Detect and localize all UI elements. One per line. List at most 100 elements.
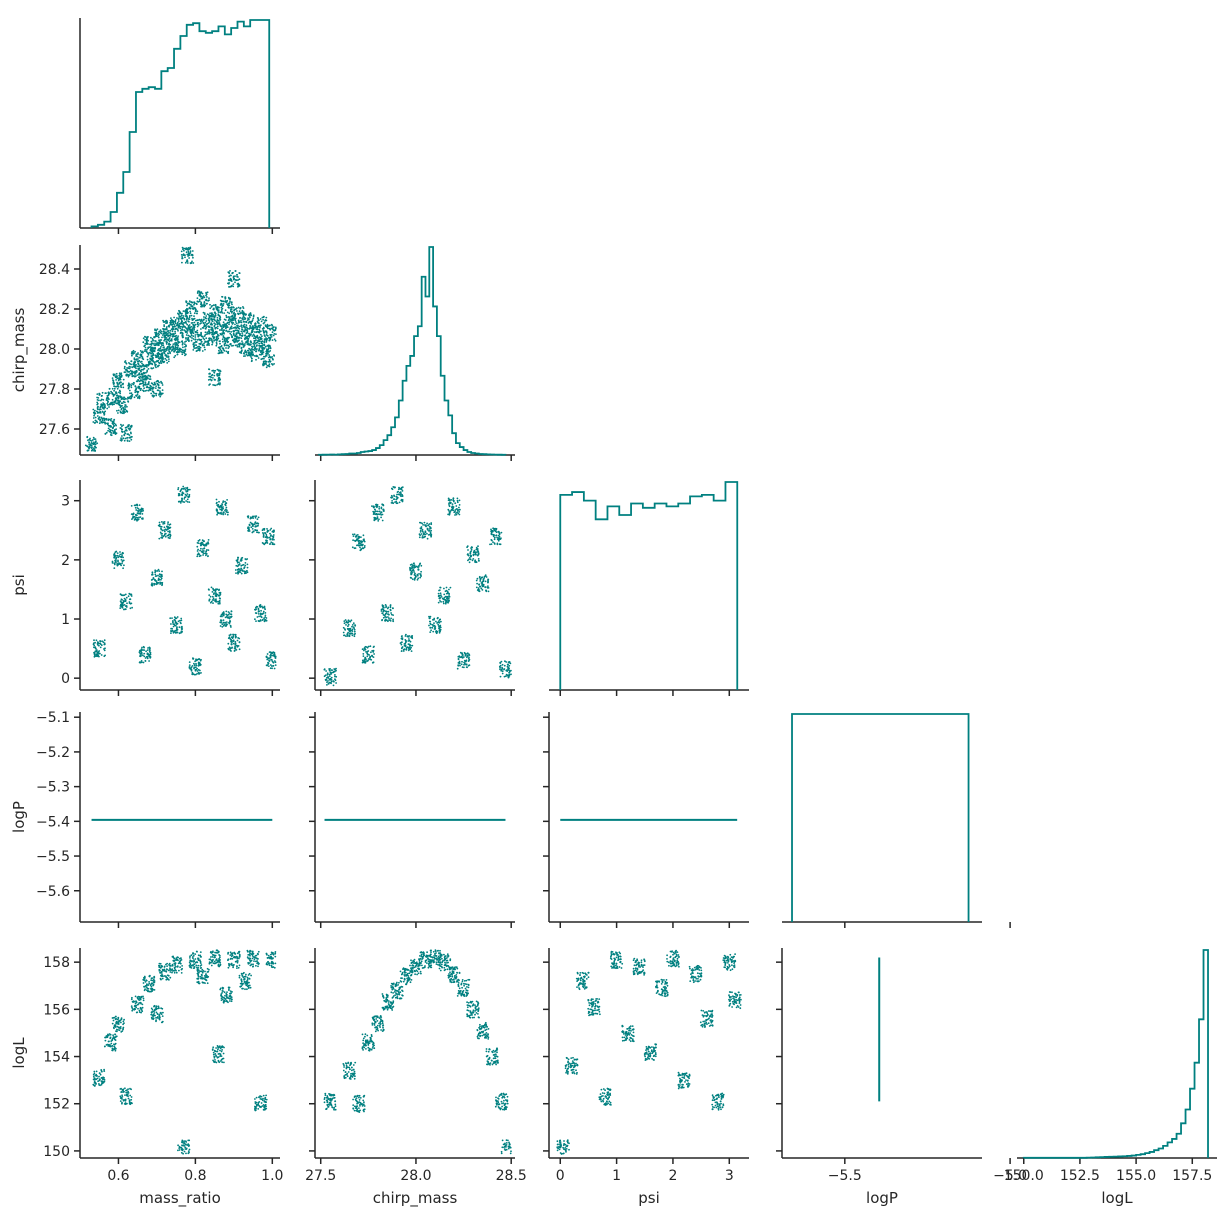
scatter-point [411, 571, 413, 574]
scatter-point [193, 302, 196, 305]
scatter-point [191, 328, 194, 330]
scatter-point [135, 380, 138, 383]
scatter-point [108, 388, 111, 390]
scatter-point [123, 439, 126, 442]
scatter-point [132, 515, 135, 518]
scatter-point [169, 530, 171, 533]
scatter-point [260, 349, 262, 352]
scatter-point [161, 358, 163, 361]
scatter-point [432, 625, 435, 627]
scatter-point [251, 328, 254, 330]
scatter-point [90, 440, 93, 442]
scatter-point [135, 369, 138, 372]
scatter-point [94, 409, 96, 412]
scatter-point [134, 365, 137, 368]
scatter-point [119, 373, 121, 376]
scatter-point [167, 349, 170, 351]
scatter-point [246, 569, 248, 572]
scatter-point [204, 543, 207, 546]
scatter-point [258, 353, 261, 356]
scatter-point [262, 362, 265, 364]
scatter-point [390, 502, 393, 504]
scatter-point [99, 408, 101, 410]
scatter-point [106, 422, 108, 425]
scatter-point [240, 334, 243, 337]
scatter-point [232, 334, 235, 336]
scatter-point [218, 378, 221, 381]
scatter-point [138, 516, 140, 519]
scatter-point [196, 297, 199, 300]
scatter-point [265, 332, 268, 334]
scatter-point [190, 666, 193, 668]
scatter-point [393, 498, 396, 500]
scatter-point [413, 579, 416, 581]
scatter-point [212, 314, 215, 316]
scatter-point [234, 642, 237, 645]
scatter-point [186, 262, 189, 264]
scatter-point [230, 626, 232, 628]
scatter-point [234, 329, 237, 332]
scatter-point [206, 331, 209, 334]
scatter-point [116, 554, 119, 557]
scatter-point [184, 330, 187, 333]
scatter-point [207, 340, 210, 343]
scatter-point [158, 537, 161, 540]
scatter-point [213, 371, 216, 374]
scatter-point [405, 641, 407, 643]
scatter-point [344, 619, 347, 621]
scatter-point [333, 670, 336, 673]
scatter-point [247, 351, 250, 354]
scatter-point [181, 491, 184, 494]
scatter-point [218, 602, 221, 605]
scatter-point [230, 306, 233, 309]
scatter-point [266, 542, 269, 544]
scatter-point [239, 342, 242, 345]
scatter-point [171, 335, 174, 338]
scatter-point [200, 319, 203, 322]
scatter-point [273, 651, 276, 654]
scatter-point [128, 429, 131, 431]
scatter-point [242, 325, 245, 328]
scatter-point [147, 335, 149, 338]
scatter-point [130, 360, 133, 363]
scatter-point [167, 360, 170, 363]
scatter-point [216, 323, 219, 326]
scatter-point [216, 325, 219, 328]
scatter-point [225, 314, 228, 317]
scatter-point [445, 586, 448, 589]
scatter-point [94, 446, 97, 449]
scatter-point [248, 332, 250, 335]
scatter-point [237, 313, 240, 315]
scatter-point [124, 406, 127, 408]
scatter-point [149, 375, 152, 378]
scatter-point [212, 308, 215, 311]
scatter-point [165, 319, 168, 322]
scatter-point [117, 385, 120, 388]
scatter-point [191, 305, 194, 307]
scatter-point [167, 530, 170, 533]
scatter-point [399, 491, 402, 493]
scatter-point [437, 595, 440, 598]
scatter-point [243, 566, 246, 569]
scatter-point [262, 346, 264, 349]
scatter-point [220, 325, 223, 328]
scatter-point [138, 377, 141, 380]
scatter-point [134, 364, 137, 366]
scatter-point [420, 526, 423, 528]
scatter-point [133, 504, 136, 507]
scatter-point [180, 619, 183, 622]
scatter-point [181, 349, 184, 352]
scatter-point [390, 617, 392, 620]
scatter-point [221, 506, 223, 509]
scatter-point [244, 328, 247, 330]
scatter-point [141, 375, 144, 378]
scatter-point [244, 349, 247, 352]
scatter-point [212, 329, 214, 332]
scatter-point [147, 374, 150, 377]
scatter-point [375, 505, 377, 508]
scatter-point [205, 315, 208, 317]
scatter-point [347, 623, 350, 626]
scatter-point [433, 617, 436, 620]
scatter-point [347, 631, 349, 634]
scatter-point [114, 433, 117, 435]
